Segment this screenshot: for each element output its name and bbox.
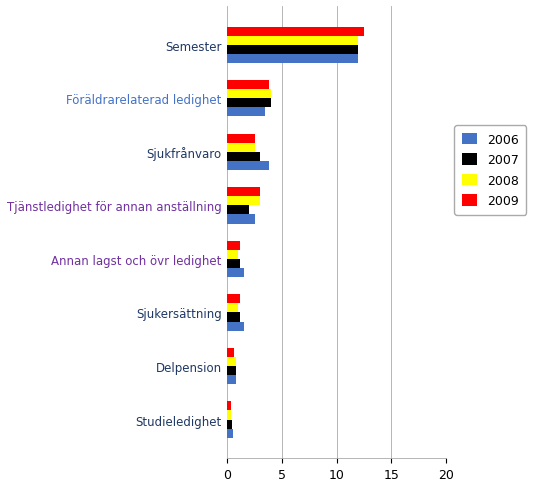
Bar [227, 108, 265, 117]
Bar [227, 357, 236, 366]
Bar [227, 410, 231, 420]
Bar [227, 402, 231, 410]
Bar [227, 420, 232, 429]
Bar [227, 37, 358, 45]
Bar [227, 250, 238, 260]
Bar [227, 215, 255, 224]
Bar [227, 197, 260, 206]
Bar [227, 304, 238, 313]
Bar [227, 55, 358, 64]
Bar [227, 295, 240, 304]
Bar [227, 188, 260, 197]
Bar [227, 45, 358, 55]
Bar [227, 134, 255, 143]
Bar [227, 241, 240, 250]
Bar [227, 313, 240, 322]
Bar [227, 375, 236, 385]
Bar [227, 162, 269, 171]
Bar [227, 90, 271, 99]
Bar [227, 206, 249, 215]
Bar [227, 81, 269, 90]
Bar [227, 429, 233, 438]
Bar [227, 322, 243, 331]
Bar [227, 366, 236, 375]
Bar [227, 27, 364, 37]
Bar [227, 99, 271, 108]
Bar [227, 348, 234, 357]
Bar [227, 260, 240, 268]
Bar [227, 153, 260, 162]
Bar [227, 143, 255, 153]
Bar [227, 268, 243, 278]
Legend: 2006, 2007, 2008, 2009: 2006, 2007, 2008, 2009 [454, 126, 526, 215]
